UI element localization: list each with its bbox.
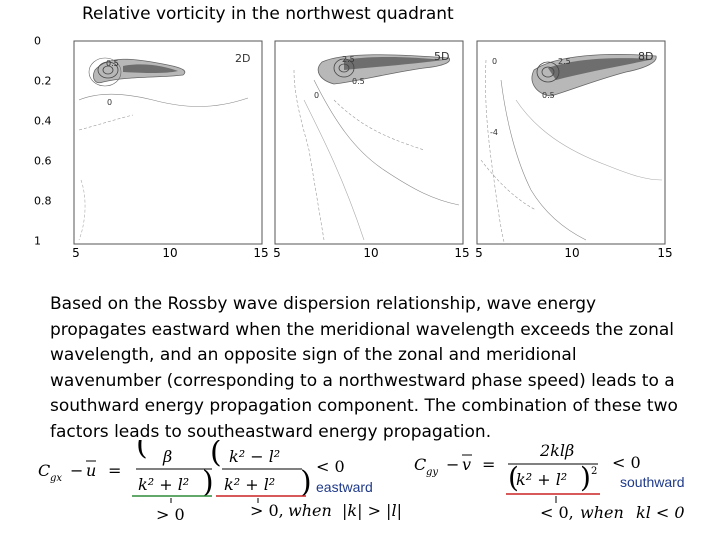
svg-text:k² + l²: k² + l² bbox=[138, 475, 189, 494]
contour-label: 2.5 bbox=[342, 55, 355, 64]
svg-text:): ) bbox=[202, 465, 214, 500]
svg-text:v: v bbox=[462, 455, 471, 474]
svg-text:> 0,: > 0, bbox=[250, 501, 284, 520]
svg-text:when: when bbox=[580, 503, 624, 522]
shade-inner bbox=[548, 58, 654, 80]
x-tick-label: 10 bbox=[363, 246, 379, 260]
svg-text:−: − bbox=[446, 455, 459, 474]
svg-text:=: = bbox=[482, 455, 495, 474]
svg-text:< 0: < 0 bbox=[316, 457, 345, 476]
x-tick-label: 10 bbox=[162, 246, 178, 260]
x-tick-label: 10 bbox=[564, 246, 580, 260]
svg-text:2klβ: 2klβ bbox=[539, 441, 574, 460]
y-tick-label: 0.8 bbox=[34, 194, 52, 208]
y-tick-label: 0 bbox=[34, 34, 41, 48]
svg-text:gy: gy bbox=[426, 467, 438, 478]
vorticity-panel-2: 5D 2.5 0.5 0 bbox=[274, 40, 464, 245]
panel-tag: 5D bbox=[434, 50, 449, 63]
panel-tag: 2D bbox=[235, 52, 250, 65]
svg-text:gx: gx bbox=[50, 473, 62, 484]
contour-label: 0.5 bbox=[542, 91, 555, 100]
x-tick-label: 15 bbox=[454, 246, 470, 260]
svg-text:): ) bbox=[300, 465, 312, 500]
formula-meridional: C gy − v = 2klβ ( k² + l² ) 2 < 0 < 0, w… bbox=[414, 441, 685, 522]
svg-text:< 0,: < 0, bbox=[540, 503, 574, 522]
x-tick-label: 15 bbox=[253, 246, 269, 260]
svg-text:k² + l²: k² + l² bbox=[224, 475, 275, 494]
contour-label: 0 bbox=[492, 57, 497, 66]
y-tick-label: 0.4 bbox=[34, 114, 52, 128]
vorticity-panel-1: 2D 0.5 0 bbox=[73, 40, 263, 245]
slide-title: Relative vorticity in the northwest quad… bbox=[82, 4, 454, 24]
eastward-label: eastward bbox=[316, 479, 373, 495]
svg-text:(: ( bbox=[508, 461, 519, 494]
shade-inner bbox=[123, 64, 178, 73]
contour-label: 2.5 bbox=[558, 57, 571, 66]
svg-text:when: when bbox=[288, 501, 332, 520]
contour-label: 0.5 bbox=[352, 77, 365, 86]
x-tick-label: 15 bbox=[657, 246, 673, 260]
svg-text:k² − l²: k² − l² bbox=[229, 447, 280, 466]
x-tick-label: 5 bbox=[72, 246, 80, 260]
svg-text:(: ( bbox=[210, 440, 222, 470]
y-tick-label: 1 bbox=[34, 234, 41, 248]
vorticity-panel-3: 8D 2.5 0 0.5 -4 bbox=[476, 40, 666, 245]
southward-label: southward bbox=[620, 474, 685, 490]
svg-text:|k| > |l|: |k| > |l| bbox=[342, 501, 402, 520]
svg-text:C: C bbox=[38, 461, 50, 480]
svg-text:2: 2 bbox=[591, 466, 597, 477]
svg-text:u: u bbox=[86, 461, 96, 480]
contour-label: 0 bbox=[107, 98, 112, 107]
svg-text:−: − bbox=[70, 461, 83, 480]
svg-text:=: = bbox=[108, 461, 121, 480]
formula-zonal: C gx − u = β ( k² + l² ) k² − l² k² + l²… bbox=[38, 440, 402, 524]
svg-text:C: C bbox=[414, 455, 426, 474]
shade-inner bbox=[344, 56, 444, 70]
y-tick-label: 0.2 bbox=[34, 74, 52, 88]
x-tick-label: 5 bbox=[475, 246, 483, 260]
x-tick-label: 5 bbox=[273, 246, 281, 260]
svg-text:< 0: < 0 bbox=[612, 453, 641, 472]
svg-text:β: β bbox=[162, 447, 172, 466]
svg-text:> 0: > 0 bbox=[156, 505, 185, 524]
contour-label: -4 bbox=[490, 128, 498, 137]
svg-text:(: ( bbox=[136, 440, 148, 462]
panel-tag: 8D bbox=[638, 50, 653, 63]
y-tick-label: 0.6 bbox=[34, 154, 52, 168]
contour-label: 0 bbox=[314, 91, 319, 100]
body-paragraph: Based on the Rossby wave dispersion rela… bbox=[50, 294, 678, 442]
svg-text:): ) bbox=[580, 461, 591, 494]
group-velocity-formulas: C gx − u = β ( k² + l² ) k² − l² k² + l²… bbox=[38, 440, 685, 524]
contour-label: 0.5 bbox=[106, 59, 119, 68]
svg-text:k² + l²: k² + l² bbox=[516, 470, 567, 489]
svg-text:kl < 0: kl < 0 bbox=[636, 503, 685, 522]
